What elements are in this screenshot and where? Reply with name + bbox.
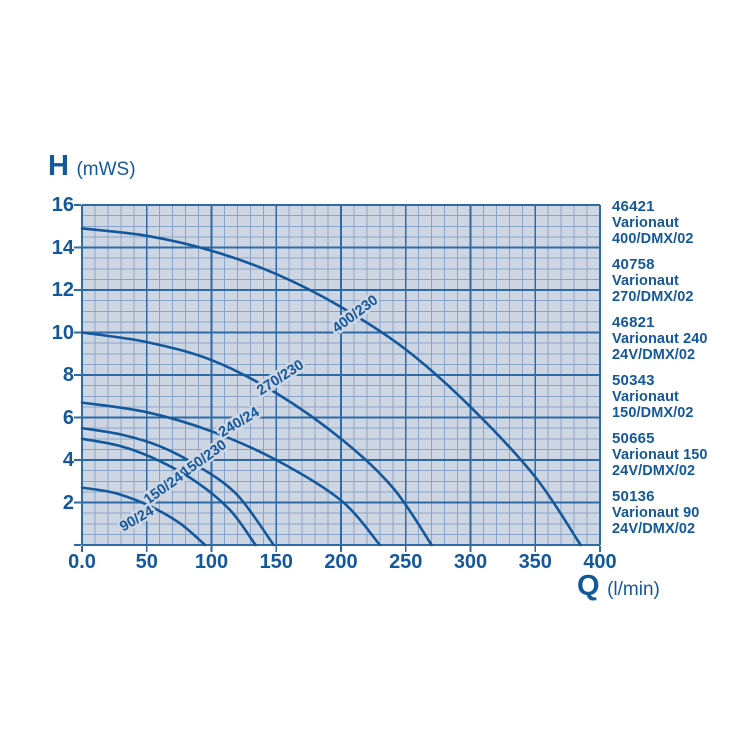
x-tick-label: 150 — [259, 551, 293, 573]
y-tick-label: 8 — [62, 364, 74, 386]
legend-item-line: Varionaut — [612, 389, 679, 405]
legend-entry-46421: 46421 Varionaut 400/DMX/02 — [612, 198, 748, 248]
legend-item-line: 270/DMX/02 — [612, 289, 694, 305]
x-tick-label: 100 — [194, 551, 229, 573]
y-tick-label: 2 — [62, 491, 74, 514]
x-tick-label: 0.0 — [68, 551, 96, 573]
x-tick-label: 50 — [135, 551, 158, 573]
y-axis-title: H (mWS) — [48, 150, 136, 183]
legend: 46421 Varionaut 400/DMX/02 40758 Varionaut 27… — [612, 198, 748, 538]
legend-item-code: 40758 — [612, 256, 655, 273]
legend-item-line: 24V/DMX/02 — [612, 347, 696, 363]
plot-area: 400/230 270/230 240/24 150/230 150/24 90/24 — [74, 204, 601, 552]
y-tick-label: 16 — [51, 194, 74, 216]
legend-item-line: Varionaut 90 — [612, 505, 700, 521]
legend-entry-50665: 50665 Varionaut 150 24V/DMX/02 — [612, 430, 748, 480]
legend-item-line: 24V/DMX/02 — [612, 463, 696, 479]
legend-entry-50343: 50343 Varionaut 150/DMX/02 — [612, 372, 748, 422]
x-tick-label: 200 — [324, 551, 358, 573]
legend-item-line: Varionaut — [612, 215, 679, 231]
legend-item-code: 50343 — [612, 372, 655, 389]
curve-150-24 — [80, 437, 257, 547]
curve-150-230 — [80, 426, 275, 547]
y-axis-symbol: H — [48, 150, 70, 182]
x-tick-label: 250 — [389, 551, 423, 573]
legend-item-code: 46421 — [612, 198, 655, 215]
legend-item-line: Varionaut 240 — [612, 331, 708, 347]
x-tick-label: 300 — [453, 551, 488, 573]
legend-item-line: Varionaut 150 — [612, 447, 708, 463]
x-axis-title: Q (l/min) — [577, 570, 660, 603]
y-tick-label: 12 — [51, 279, 74, 301]
legend-item-line: 24V/DMX/02 — [612, 521, 696, 537]
y-tick-label: 10 — [51, 321, 74, 344]
curve-240-24 — [80, 401, 382, 547]
y-tick-label: 4 — [62, 449, 74, 471]
x-tick-label: 400 — [583, 551, 617, 573]
x-axis-unit: (l/min) — [607, 579, 660, 600]
curve-270-230 — [80, 331, 433, 547]
legend-item-code: 50665 — [612, 430, 655, 447]
x-axis-symbol: Q — [577, 570, 601, 602]
curve-400-230 — [80, 227, 582, 547]
legend-entry-46821: 46821 Varionaut 240 24V/DMX/02 — [612, 314, 748, 364]
y-axis-unit: (mWS) — [76, 159, 136, 180]
legend-entry-40758: 40758 Varionaut 270/DMX/02 — [612, 256, 748, 306]
legend-item-code: 50136 — [612, 488, 655, 505]
legend-item-line: 400/DMX/02 — [612, 231, 694, 247]
legend-item-line: 150/DMX/02 — [612, 405, 694, 421]
y-tick-label: 14 — [51, 236, 74, 259]
legend-item-line: Varionaut — [612, 273, 679, 289]
y-tick-label: 6 — [62, 406, 74, 429]
x-tick-label: 350 — [518, 551, 552, 573]
curve-90-24 — [80, 486, 207, 547]
legend-item-code: 46821 — [612, 314, 655, 331]
legend-entry-50136: 50136 Varionaut 90 24V/DMX/02 — [612, 488, 748, 538]
